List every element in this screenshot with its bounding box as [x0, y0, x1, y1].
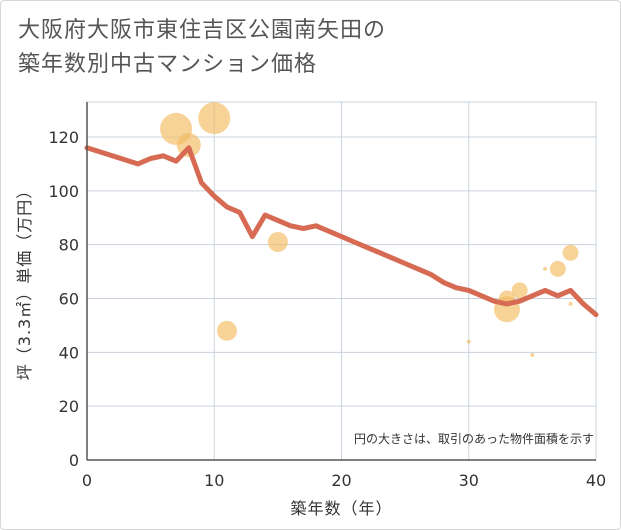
bubble-point — [568, 301, 573, 306]
bubble-point — [549, 260, 566, 277]
y-tick-label: 80 — [59, 236, 79, 255]
x-axis-label: 築年数（年） — [290, 499, 392, 518]
bubble-point — [216, 320, 237, 341]
bubble-point — [530, 353, 535, 358]
bubble-point — [267, 231, 288, 252]
chart-title-line-1: 大阪府大阪市東住吉区公園南矢田の — [18, 18, 387, 43]
y-tick-label: 0 — [69, 451, 79, 470]
bubble-point — [466, 339, 471, 344]
bubble-layer — [160, 102, 579, 358]
chart-title-line-2: 築年数別中古マンション価格 — [18, 52, 318, 77]
y-tick-label: 20 — [59, 397, 79, 416]
x-tick-label: 20 — [331, 471, 351, 490]
bubble-size-note: 円の大きさは、取引のあった物件面積を示す — [354, 431, 594, 446]
bubble-point — [562, 244, 579, 261]
bubble-point — [198, 102, 231, 135]
x-tick-label: 0 — [82, 471, 92, 490]
trend-line-layer — [84, 145, 599, 318]
y-tick-label: 60 — [59, 289, 79, 308]
trend-line — [84, 145, 599, 318]
bubble-point — [543, 266, 548, 271]
tick-labels: 0 10 20 30 40 0 20 40 60 80 100 120 — [48, 128, 606, 490]
y-tick-label: 40 — [59, 343, 79, 362]
y-tick-label: 120 — [48, 128, 79, 147]
x-tick-label: 40 — [586, 471, 606, 490]
chart-title: 大阪府大阪市東住吉区公園南矢田の 築年数別中古マンション価格 — [18, 14, 386, 82]
axes — [86, 102, 596, 461]
x-tick-label: 10 — [204, 471, 224, 490]
bubble-point — [511, 282, 528, 299]
y-axis-label: 坪（3.3㎡）単価（万円） — [15, 182, 34, 380]
y-tick-label: 100 — [48, 182, 79, 201]
x-tick-label: 30 — [459, 471, 479, 490]
